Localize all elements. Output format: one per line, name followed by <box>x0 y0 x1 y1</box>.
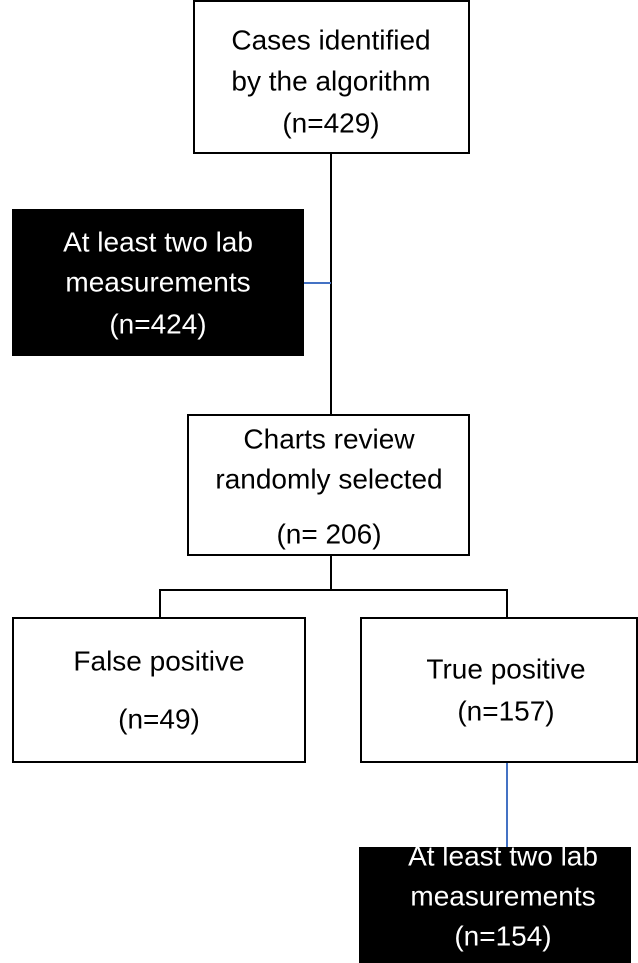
node-label: True positive <box>426 653 585 684</box>
node-label: randomly selected <box>215 463 442 494</box>
node-label: False positive <box>73 645 244 676</box>
node-label: (n=49) <box>118 703 200 734</box>
labels: Cases identified by the algorithm (n=429… <box>63 24 598 951</box>
connectors <box>159 153 508 848</box>
box <box>193 0 470 154</box>
node-label: At least two lab <box>63 226 253 257</box>
box <box>360 617 638 763</box>
node-label: (n= 206) <box>276 518 381 549</box>
node-label: (n=429) <box>282 107 379 138</box>
node-label: Cases identified <box>231 24 430 55</box>
node-label: (n=157) <box>457 695 554 726</box>
box <box>187 414 470 556</box>
node-label: (n=154) <box>454 920 551 951</box>
node-label: by the algorithm <box>231 65 430 96</box>
node-label: measurements <box>410 880 595 911</box>
node-label: (n=424) <box>109 308 206 339</box>
node-label: measurements <box>65 266 250 297</box>
node-label: Charts review <box>243 423 415 454</box>
box <box>359 847 631 963</box>
node-label: At least two lab <box>408 840 598 871</box>
box <box>12 617 306 763</box>
box <box>12 209 304 356</box>
boxes <box>12 0 638 963</box>
